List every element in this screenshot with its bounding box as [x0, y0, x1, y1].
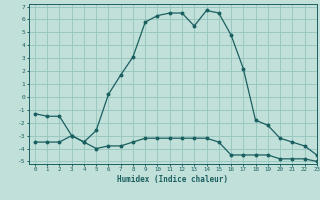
X-axis label: Humidex (Indice chaleur): Humidex (Indice chaleur)	[117, 175, 228, 184]
